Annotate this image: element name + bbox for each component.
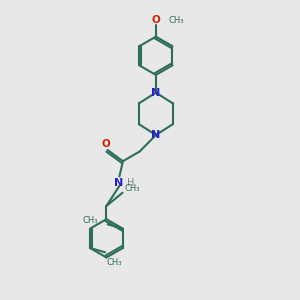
Text: N: N	[151, 88, 160, 98]
Text: N: N	[151, 130, 160, 140]
Text: CH₃: CH₃	[83, 216, 98, 225]
Text: H: H	[127, 178, 134, 188]
Text: O: O	[152, 15, 160, 26]
Text: CH₃: CH₃	[106, 258, 122, 267]
Text: CH₃: CH₃	[125, 184, 140, 193]
Text: N: N	[114, 178, 123, 188]
Text: O: O	[102, 139, 110, 149]
Text: CH₃: CH₃	[168, 16, 184, 25]
